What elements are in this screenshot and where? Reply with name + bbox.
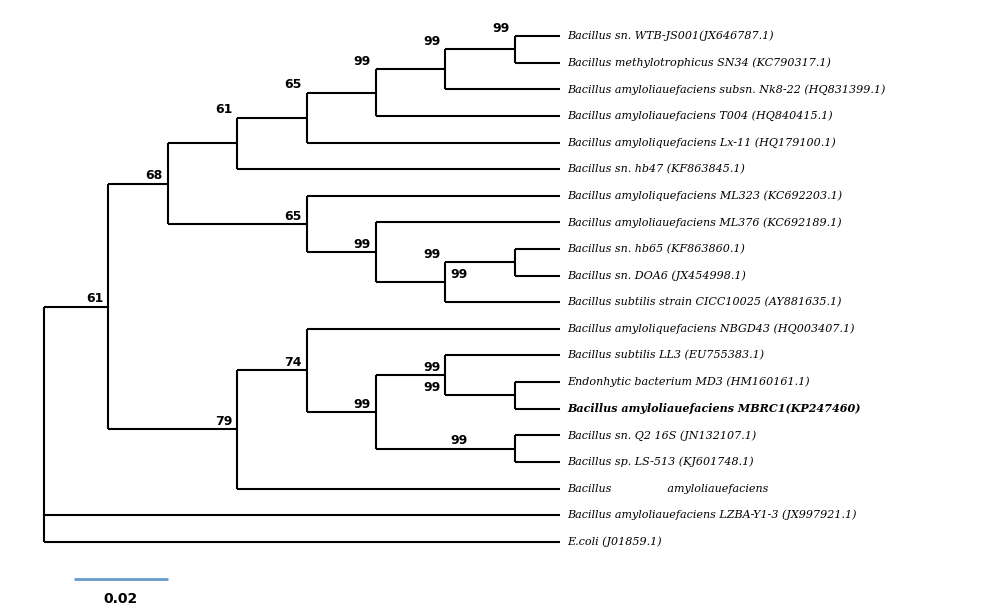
Text: E.coli (J01859.1): E.coli (J01859.1) xyxy=(567,536,662,547)
Text: 68: 68 xyxy=(146,169,163,183)
Text: 99: 99 xyxy=(450,268,468,281)
Text: 65: 65 xyxy=(284,78,302,91)
Text: Bacillus sp. LS-513 (KJ601748.1): Bacillus sp. LS-513 (KJ601748.1) xyxy=(567,456,754,467)
Text: 99: 99 xyxy=(493,22,510,35)
Text: 99: 99 xyxy=(423,248,441,261)
Text: 99: 99 xyxy=(423,35,441,48)
Text: Bacillus amyloliauefaciens LZBA-Y1-3 (JX997921.1): Bacillus amyloliauefaciens LZBA-Y1-3 (JX… xyxy=(567,510,857,521)
Text: Bacillus amyloliauefaciens ML376 (KC692189.1): Bacillus amyloliauefaciens ML376 (KC6921… xyxy=(567,217,842,228)
Text: 99: 99 xyxy=(423,361,441,374)
Text: Bacillus sn. hb47 (KF863845.1): Bacillus sn. hb47 (KF863845.1) xyxy=(567,164,745,174)
Text: 99: 99 xyxy=(354,55,371,68)
Text: 74: 74 xyxy=(284,356,302,369)
Text: Bacillus amyloliquefaciens NBGD43 (HQ003407.1): Bacillus amyloliquefaciens NBGD43 (HQ003… xyxy=(567,323,855,334)
Text: 99: 99 xyxy=(354,398,371,411)
Text: Bacillus amyloliquefaciens ML323 (KC692203.1): Bacillus amyloliquefaciens ML323 (KC6922… xyxy=(567,191,843,201)
Text: Bacillus sn. hb65 (KF863860.1): Bacillus sn. hb65 (KF863860.1) xyxy=(567,244,745,254)
Text: Bacillus amyloliauefaciens subsn. Nk8-22 (HQ831399.1): Bacillus amyloliauefaciens subsn. Nk8-22… xyxy=(567,84,886,95)
Text: Bacillus sn. Q2 16S (JN132107.1): Bacillus sn. Q2 16S (JN132107.1) xyxy=(567,430,757,441)
Text: Bacillus sn. WTB-JS001(JX646787.1): Bacillus sn. WTB-JS001(JX646787.1) xyxy=(567,31,774,42)
Text: 79: 79 xyxy=(215,415,232,428)
Text: 0.02: 0.02 xyxy=(104,592,138,606)
Text: Bacillus subtilis LL3 (EU755383.1): Bacillus subtilis LL3 (EU755383.1) xyxy=(567,350,765,360)
Text: 99: 99 xyxy=(423,381,441,394)
Text: 99: 99 xyxy=(354,238,371,251)
Text: 99: 99 xyxy=(450,434,468,447)
Text: Bacillus amyloliauefaciens MBRC1(KP247460): Bacillus amyloliauefaciens MBRC1(KP24746… xyxy=(567,403,861,414)
Text: 61: 61 xyxy=(215,103,232,116)
Text: Bacillus methylotrophicus SN34 (KC790317.1): Bacillus methylotrophicus SN34 (KC790317… xyxy=(567,57,831,68)
Text: Bacillus subtilis strain CICC10025 (AY881635.1): Bacillus subtilis strain CICC10025 (AY88… xyxy=(567,297,842,307)
Text: Bacillus amyloliauefaciens T004 (HQ840415.1): Bacillus amyloliauefaciens T004 (HQ84041… xyxy=(567,111,833,121)
Text: Endonhytic bacterium MD3 (HM160161.1): Endonhytic bacterium MD3 (HM160161.1) xyxy=(567,377,810,387)
Text: Bacillus sn. DOA6 (JX454998.1): Bacillus sn. DOA6 (JX454998.1) xyxy=(567,270,746,281)
Text: 65: 65 xyxy=(284,210,302,223)
Text: Bacillus                amyloliauefaciens: Bacillus amyloliauefaciens xyxy=(567,483,769,494)
Text: Bacillus amyloliquefaciens Lx-11 (HQ179100.1): Bacillus amyloliquefaciens Lx-11 (HQ1791… xyxy=(567,137,836,148)
Text: 61: 61 xyxy=(86,292,103,306)
